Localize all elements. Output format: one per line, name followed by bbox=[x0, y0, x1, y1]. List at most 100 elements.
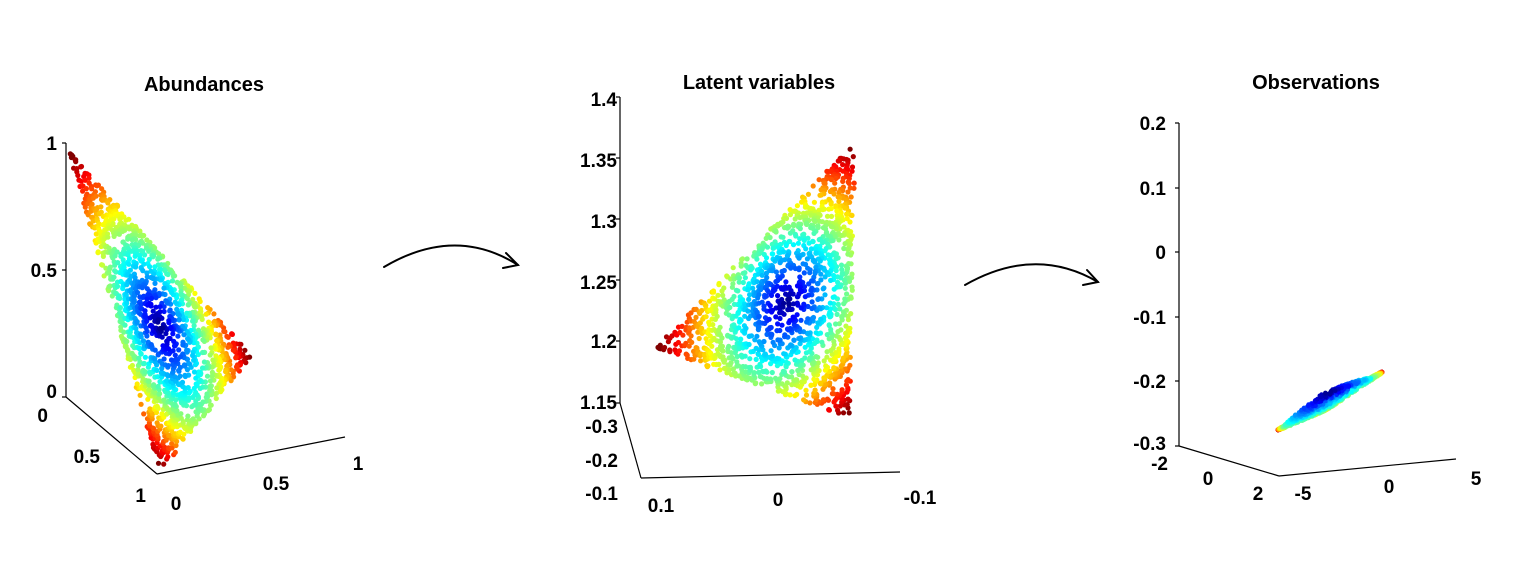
scatter-point bbox=[828, 277, 834, 283]
scatter-point bbox=[824, 305, 830, 311]
scatter-point bbox=[734, 359, 740, 365]
scatter-point bbox=[757, 373, 763, 380]
x-tick-label: 0 bbox=[1384, 477, 1395, 498]
scatter-point bbox=[794, 203, 801, 209]
scatter-point bbox=[824, 213, 831, 219]
scatter-point bbox=[191, 385, 197, 391]
scatter-point bbox=[844, 378, 850, 384]
scatter-point bbox=[152, 280, 158, 286]
scatter-point bbox=[834, 208, 840, 214]
scatter-point bbox=[233, 364, 240, 370]
scatter-point bbox=[788, 265, 794, 271]
scatter-point bbox=[132, 253, 138, 259]
scatter-point bbox=[146, 378, 152, 384]
scatter-point bbox=[831, 365, 837, 371]
scatter-point bbox=[793, 345, 799, 351]
scatter-point bbox=[827, 300, 833, 306]
chart-title-latent: Latent variables bbox=[683, 72, 835, 94]
scatter-point bbox=[768, 292, 775, 298]
scatter-point bbox=[818, 316, 824, 322]
scatter-point bbox=[123, 292, 129, 298]
scatter-point bbox=[835, 279, 841, 285]
scatter-point bbox=[150, 254, 156, 260]
scatter-point bbox=[771, 245, 777, 251]
panel-observations: Observations 0.2 0.1 0 -0.1 -0.2 -0.3 -2… bbox=[1133, 72, 1481, 505]
scatter-point bbox=[833, 321, 839, 327]
scatter-point bbox=[101, 222, 108, 228]
scatter-point bbox=[805, 303, 811, 310]
scatter-point bbox=[844, 211, 850, 217]
scatter-point bbox=[815, 320, 821, 326]
scatter-point bbox=[837, 306, 843, 312]
scatter-point bbox=[807, 355, 813, 361]
scatter-point bbox=[161, 304, 167, 310]
scatter-point bbox=[791, 337, 797, 343]
scatter-point bbox=[203, 311, 209, 317]
scatter-point bbox=[828, 201, 834, 207]
scatter-point bbox=[842, 296, 848, 302]
scatter-point bbox=[803, 392, 810, 398]
scatter-point bbox=[115, 260, 121, 266]
scatter-point bbox=[112, 253, 118, 259]
scatter-point bbox=[836, 321, 843, 327]
scatter-point bbox=[107, 264, 113, 270]
scatter-point bbox=[833, 268, 839, 274]
scatter-point bbox=[784, 285, 790, 291]
scatter-point bbox=[779, 322, 785, 328]
scatter-point bbox=[221, 328, 227, 334]
scatter-point bbox=[131, 299, 137, 305]
scatter-point bbox=[837, 403, 843, 409]
scatter-point bbox=[782, 332, 788, 338]
scatter-point bbox=[178, 292, 184, 298]
scatter-point bbox=[742, 270, 748, 276]
scatter-point bbox=[814, 281, 821, 287]
scatter-point bbox=[180, 316, 186, 323]
scatter-point bbox=[147, 264, 153, 270]
x-tick-label: 0.5 bbox=[263, 474, 290, 495]
scatter-point bbox=[142, 308, 148, 314]
scatter-point bbox=[849, 284, 855, 290]
scatter-point bbox=[161, 308, 167, 315]
scatter-point bbox=[169, 441, 175, 447]
scatter-point bbox=[699, 307, 705, 314]
scatter-point bbox=[812, 218, 818, 225]
scatter-point bbox=[747, 364, 754, 370]
scatter-point bbox=[744, 256, 750, 262]
scatter-point bbox=[143, 314, 149, 320]
scatter-point bbox=[825, 252, 831, 258]
scatter-point bbox=[797, 215, 803, 221]
scatter-point bbox=[123, 217, 129, 223]
scatter-point bbox=[800, 261, 806, 267]
scatter-point bbox=[179, 379, 186, 385]
scatter-point bbox=[181, 332, 187, 338]
scatter-point bbox=[717, 367, 723, 373]
scatter-point bbox=[710, 322, 716, 328]
scatter-point bbox=[842, 241, 848, 247]
z-tick-label: 0 bbox=[46, 382, 57, 403]
scatter-point bbox=[124, 338, 130, 345]
scatter-point bbox=[174, 408, 180, 414]
scatter-point bbox=[165, 454, 171, 460]
scatter-point bbox=[208, 392, 215, 398]
scatter-point bbox=[229, 331, 235, 337]
scatter-point bbox=[820, 286, 826, 292]
scatter-point bbox=[193, 381, 199, 387]
scatter-point bbox=[200, 349, 206, 356]
scatter-point bbox=[158, 423, 164, 429]
scatter-point bbox=[794, 391, 800, 397]
scatter-point bbox=[775, 223, 781, 229]
scatter-point bbox=[148, 295, 155, 302]
scatter-point bbox=[121, 329, 127, 335]
scatter-point bbox=[139, 285, 145, 291]
scatter-point bbox=[164, 378, 170, 384]
scatter-point bbox=[78, 163, 85, 170]
scatter-point bbox=[93, 207, 99, 213]
scatter-point bbox=[789, 382, 795, 388]
scatter-point bbox=[808, 246, 815, 252]
scatter-point bbox=[781, 249, 787, 255]
scatter-point bbox=[152, 264, 158, 270]
scatter-point bbox=[148, 342, 154, 348]
scatter-point bbox=[834, 311, 840, 317]
scatter-point bbox=[192, 290, 198, 296]
scatter-point bbox=[144, 237, 150, 243]
